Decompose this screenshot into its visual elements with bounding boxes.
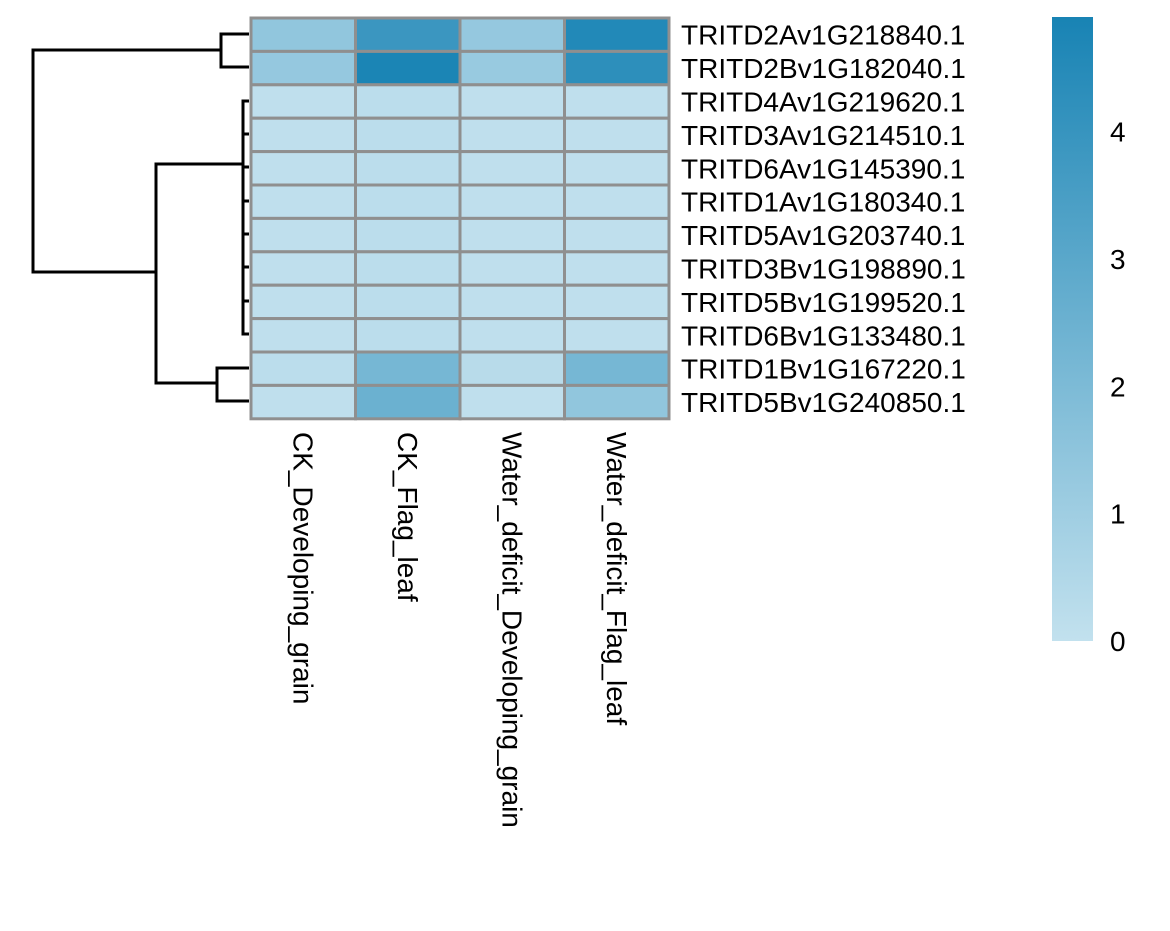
dendrogram-branch <box>154 162 243 385</box>
row-label: TRITD2Av1G218840.1 <box>681 20 965 51</box>
row-label: TRITD1Av1G180340.1 <box>681 187 965 218</box>
legend-tick-label: 4 <box>1110 117 1126 148</box>
legend-tick-label: 0 <box>1110 626 1126 657</box>
row-labels: TRITD2Av1G218840.1TRITD2Bv1G182040.1TRIT… <box>681 20 966 418</box>
heatmap-cell <box>563 383 671 421</box>
heatmap-cell <box>458 16 566 53</box>
heatmap-cell <box>354 350 462 387</box>
heatmap-cell <box>249 283 357 321</box>
heatmap-cell <box>249 16 357 53</box>
heatmap-cell <box>354 317 462 354</box>
heatmap-cell <box>563 83 671 120</box>
heatmap-cell <box>354 16 462 53</box>
dendrogram-branch <box>243 132 249 303</box>
row-label: TRITD2Bv1G182040.1 <box>681 53 966 84</box>
heatmap-cell <box>458 383 566 421</box>
heatmap-cell <box>458 216 566 254</box>
row-label: TRITD3Bv1G198890.1 <box>681 254 966 285</box>
dendrogram-branch <box>31 48 221 274</box>
column-label: Water_deficit_Developing_grain <box>496 432 527 828</box>
heatmap-cell <box>458 283 566 321</box>
heatmap-cell <box>563 250 671 287</box>
heatmap-cell <box>249 116 357 154</box>
row-label: TRITD5Av1G203740.1 <box>681 220 965 251</box>
heatmap-cell <box>354 250 462 287</box>
heatmap-cell <box>563 16 671 53</box>
heatmap-cell <box>354 183 462 220</box>
heatmap-cell <box>458 116 566 154</box>
legend-color-bar <box>1052 17 1093 641</box>
heatmap-cell <box>563 49 671 87</box>
heatmap-cell <box>458 150 566 187</box>
heatmap-cell <box>458 350 566 387</box>
column-label: CK_Flag_leaf <box>392 432 423 602</box>
heatmap-cell <box>354 216 462 254</box>
legend-tick-label: 1 <box>1110 499 1126 530</box>
heatmap-cell <box>354 283 462 321</box>
heatmap-cell <box>458 83 566 120</box>
heatmap-cell <box>249 183 357 220</box>
dendrogram-branch <box>241 99 249 336</box>
heatmap-cell <box>563 283 671 321</box>
heatmap-cell <box>354 383 462 421</box>
heatmap-cell <box>354 150 462 187</box>
heatmap-cell <box>354 116 462 154</box>
column-label: CK_Developing_grain <box>287 432 318 704</box>
heatmap-cell <box>563 150 671 187</box>
heatmap-cell <box>563 216 671 254</box>
heatmap-cell <box>563 183 671 220</box>
column-labels: CK_Developing_grain CK_Flag_leaf Water_def… <box>287 432 632 828</box>
heatmap-cell <box>249 317 357 354</box>
legend-ticks: 0 1 2 3 4 <box>1110 117 1126 657</box>
color-legend: 0 1 2 3 4 <box>1052 17 1126 657</box>
heatmap-cell <box>249 150 357 187</box>
row-label: TRITD5Bv1G199520.1 <box>681 287 966 318</box>
heatmap-cell <box>563 317 671 354</box>
heatmap-cell <box>249 49 357 87</box>
heatmap-cell <box>249 83 357 120</box>
row-dendrogram <box>31 32 249 403</box>
heatmap-cell <box>354 49 462 87</box>
row-label: TRITD5Bv1G240850.1 <box>681 387 966 418</box>
heatmap-cell <box>458 317 566 354</box>
heatmap-cell <box>249 216 357 254</box>
row-label: TRITD4Av1G219620.1 <box>681 87 965 118</box>
heatmap-cell <box>249 250 357 287</box>
heatmap-cell <box>249 350 357 387</box>
dendrogram-branch <box>215 366 249 403</box>
heatmap-cell <box>458 183 566 220</box>
column-label: Water_deficit_Flag_leaf <box>601 432 632 725</box>
row-label: TRITD6Bv1G133480.1 <box>681 320 966 351</box>
row-label: TRITD6Av1G145390.1 <box>681 153 965 184</box>
legend-tick-label: 3 <box>1110 244 1126 275</box>
heatmap-cell <box>563 350 671 387</box>
row-label: TRITD3Av1G214510.1 <box>681 120 965 151</box>
heatmap-cell <box>563 116 671 154</box>
heatmap-cells <box>249 16 671 421</box>
legend-tick-label: 2 <box>1110 371 1126 402</box>
row-label: TRITD1Bv1G167220.1 <box>681 354 966 385</box>
heatmap-cell <box>458 250 566 287</box>
heatmap-cell <box>249 383 357 421</box>
dendrogram-branch <box>219 32 249 69</box>
heatmap-cell <box>354 83 462 120</box>
heatmap-cell <box>458 49 566 87</box>
